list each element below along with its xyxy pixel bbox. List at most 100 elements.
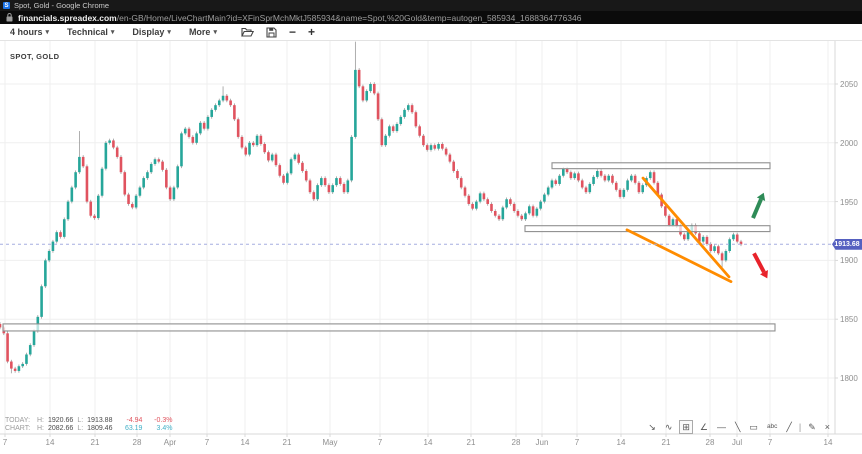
candle-body bbox=[709, 243, 713, 251]
candle-body bbox=[248, 142, 251, 155]
legend-label: TODAY: bbox=[5, 417, 31, 424]
candle-body bbox=[66, 201, 70, 220]
candle-body bbox=[380, 119, 384, 146]
candle-body bbox=[554, 180, 558, 184]
candle-body bbox=[388, 126, 391, 136]
candle-body bbox=[569, 172, 573, 179]
candle-body bbox=[599, 171, 603, 176]
candle-body bbox=[720, 253, 724, 261]
time-axis-label: May bbox=[322, 438, 338, 447]
legend-label: CHART: bbox=[5, 425, 31, 432]
candle-body bbox=[607, 175, 610, 181]
drawing-toolbar: ↘ ∿ ⊞ ∠ — ╲ ▭ abc ╱ | ✎ × bbox=[646, 420, 832, 434]
timeframe-menu[interactable]: 4 hours ▾ bbox=[10, 27, 49, 37]
technical-menu-label: Technical bbox=[67, 27, 108, 37]
low-label: L: bbox=[77, 417, 84, 424]
trendline-icon[interactable]: ╲ bbox=[735, 422, 741, 432]
candle-body bbox=[717, 246, 720, 254]
down-arrow-head[interactable] bbox=[760, 270, 768, 279]
candle-body bbox=[713, 246, 716, 251]
price-axis-label: 1900 bbox=[840, 256, 858, 266]
high-label: H: bbox=[37, 425, 44, 432]
annotation-zone-box[interactable] bbox=[551, 162, 771, 170]
candle-body bbox=[486, 199, 489, 204]
candle-body bbox=[199, 122, 202, 134]
fan-lines-icon[interactable]: ∠ bbox=[699, 422, 708, 432]
candle-body bbox=[418, 126, 421, 136]
price-axis-label: 2050 bbox=[840, 80, 858, 89]
change-value: 63.19 bbox=[124, 425, 143, 432]
low-value: 1913.88 bbox=[87, 417, 113, 424]
candle-body bbox=[565, 168, 569, 173]
legend-row-chart: CHART: H: 2082.66 L: 1809.46 63.19 3.4% bbox=[5, 425, 172, 433]
candle-body bbox=[195, 133, 198, 143]
display-menu[interactable]: Display ▾ bbox=[132, 27, 171, 37]
candle-body bbox=[259, 135, 263, 144]
rectangle-icon[interactable]: ▭ bbox=[749, 422, 758, 432]
candle-body bbox=[32, 330, 36, 346]
candle-body bbox=[603, 175, 607, 181]
pencil-icon[interactable]: ✎ bbox=[808, 422, 816, 432]
ray-icon[interactable]: ╱ bbox=[786, 422, 792, 432]
change-pct: 3.4% bbox=[156, 425, 173, 432]
open-folder-icon[interactable] bbox=[241, 27, 254, 37]
candle-body bbox=[55, 232, 59, 242]
time-axis-label: 14 bbox=[240, 438, 250, 447]
technical-menu[interactable]: Technical ▾ bbox=[67, 27, 114, 37]
annotation-trend-line[interactable] bbox=[641, 176, 731, 279]
horizontal-line-icon[interactable]: — bbox=[717, 422, 726, 432]
candle-body bbox=[138, 187, 142, 196]
candle-body bbox=[656, 182, 660, 195]
close-icon[interactable]: × bbox=[824, 422, 830, 432]
more-menu[interactable]: More ▾ bbox=[189, 27, 217, 37]
candle-body bbox=[444, 148, 448, 155]
save-icon[interactable] bbox=[266, 26, 277, 38]
freehand-icon[interactable]: ∿ bbox=[664, 422, 673, 432]
candle-body bbox=[618, 189, 622, 197]
change-pct: -0.3% bbox=[154, 417, 173, 424]
candle-body bbox=[354, 69, 357, 137]
chart-canvas[interactable] bbox=[0, 41, 862, 454]
time-axis-label: 7 bbox=[2, 438, 8, 447]
down-arrow-shaft[interactable] bbox=[752, 252, 766, 274]
url-path: /en-GB/Home/LiveChartMain?id=XFinSprMchM… bbox=[116, 12, 582, 23]
price-axis-label: 1950 bbox=[840, 197, 858, 207]
candle-body bbox=[108, 140, 111, 143]
candle-body bbox=[44, 260, 47, 287]
up-arrow-head[interactable] bbox=[756, 192, 766, 202]
time-axis-label: 14 bbox=[45, 438, 55, 447]
grid-icon[interactable]: ⊞ bbox=[679, 420, 693, 434]
text-icon[interactable]: abc bbox=[766, 423, 778, 430]
time-axis-label: 14 bbox=[423, 438, 433, 447]
candle-body bbox=[146, 172, 149, 179]
candle-body bbox=[214, 105, 217, 110]
candle-body bbox=[667, 215, 671, 226]
candle-body bbox=[478, 193, 482, 202]
up-arrow-shaft[interactable] bbox=[751, 198, 763, 219]
candle-body bbox=[482, 193, 486, 200]
candle-body bbox=[153, 159, 157, 164]
candle-body bbox=[104, 142, 108, 169]
candle-body bbox=[115, 147, 119, 157]
time-axis-label: 21 bbox=[282, 438, 292, 447]
candle-body bbox=[509, 199, 512, 204]
candle-body bbox=[535, 208, 539, 216]
annotation-zone-box[interactable] bbox=[2, 323, 776, 332]
candle-body bbox=[221, 95, 225, 101]
zoom-out-button[interactable]: − bbox=[288, 25, 296, 39]
time-axis-label: 28 bbox=[511, 438, 521, 447]
annotation-trend-line[interactable] bbox=[625, 228, 733, 283]
candle-body bbox=[558, 175, 561, 184]
candle-body bbox=[686, 232, 690, 240]
pointer-icon[interactable]: ↘ bbox=[648, 422, 656, 432]
address-bar[interactable]: financials.spreadex.com/en-GB/Home/LiveC… bbox=[0, 11, 862, 24]
zoom-in-button[interactable]: + bbox=[307, 25, 315, 39]
annotation-zone-box[interactable] bbox=[524, 225, 771, 233]
candle-body bbox=[422, 135, 425, 146]
candle-body bbox=[47, 250, 51, 261]
candle-body bbox=[671, 219, 675, 226]
candle-body bbox=[588, 183, 592, 193]
candle-body bbox=[425, 145, 429, 150]
candle-body bbox=[267, 152, 270, 161]
candle-body bbox=[6, 333, 9, 362]
